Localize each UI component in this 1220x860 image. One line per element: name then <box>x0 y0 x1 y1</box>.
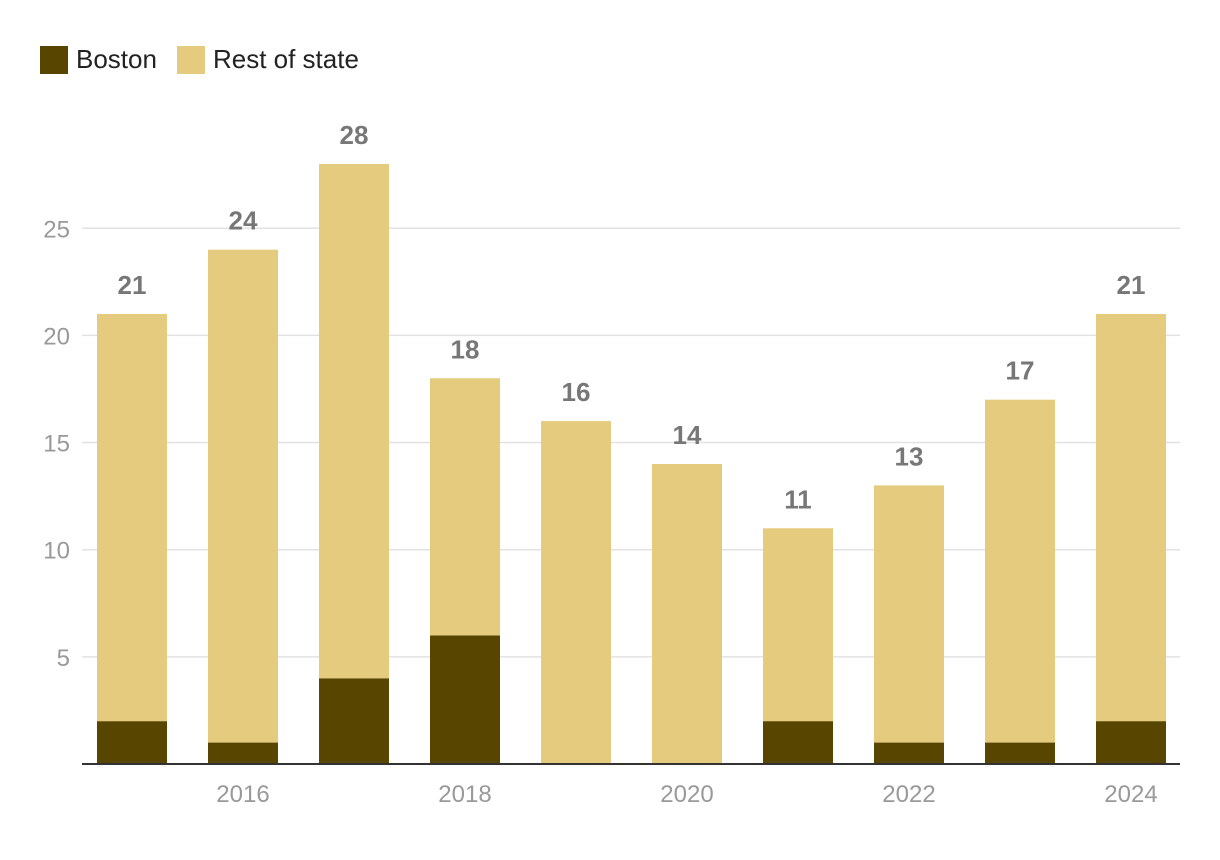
total-label-2021: 11 <box>784 484 812 514</box>
y-tick-label-20: 20 <box>43 323 70 350</box>
bar-boston-2017 <box>319 678 389 764</box>
legend-item-rest-of-state: Rest of state <box>176 44 359 75</box>
bar-boston-2018 <box>430 635 500 764</box>
legend-label-boston: Boston <box>76 44 157 74</box>
bar-rest-of-state-2018 <box>430 378 500 636</box>
total-label-2016: 24 <box>229 206 258 236</box>
total-label-2022: 13 <box>895 441 924 471</box>
x-tick-label-2018: 2018 <box>438 781 491 808</box>
y-tick-label-25: 25 <box>43 216 70 243</box>
bar-rest-of-state-2017 <box>319 163 389 679</box>
bar-rest-of-state-2021 <box>763 528 833 722</box>
y-tick-label-5: 5 <box>57 645 70 672</box>
legend-item-boston: Boston <box>40 44 157 75</box>
bar-rest-of-state-2023 <box>985 399 1055 743</box>
total-label-2018: 18 <box>451 334 480 364</box>
bar-rest-of-state-2024 <box>1096 313 1166 722</box>
bar-rest-of-state-2020 <box>652 463 722 764</box>
legend: Boston Rest of state <box>40 44 359 75</box>
bar-boston-2023 <box>985 742 1055 764</box>
bar-boston-2024 <box>1096 721 1166 764</box>
x-tick-label-2016: 2016 <box>216 781 269 808</box>
y-tick-label-10: 10 <box>43 538 70 565</box>
bar-boston-2021 <box>763 721 833 764</box>
total-label-2024: 21 <box>1117 270 1146 300</box>
legend-swatch-rest-of-state <box>176 45 205 74</box>
total-label-2023: 17 <box>1006 356 1035 386</box>
bar-rest-of-state-2022 <box>874 485 944 743</box>
x-tick-label-2020: 2020 <box>660 781 713 808</box>
bar-rest-of-state-2016 <box>208 249 278 743</box>
y-tick-label-15: 15 <box>43 431 70 458</box>
x-tick-label-2024: 2024 <box>1104 781 1157 808</box>
total-label-2015: 21 <box>118 270 147 300</box>
bar-boston-2016 <box>208 742 278 764</box>
total-label-2017: 28 <box>340 120 369 150</box>
bar-boston-2022 <box>874 742 944 764</box>
x-tick-label-2022: 2022 <box>882 781 935 808</box>
bar-boston-2015 <box>97 721 167 764</box>
legend-label-rest-of-state: Rest of state <box>212 44 359 74</box>
total-label-2019: 16 <box>562 377 591 407</box>
bar-rest-of-state-2019 <box>541 421 611 764</box>
total-label-2020: 14 <box>673 420 702 450</box>
legend-swatch-boston <box>40 45 68 74</box>
bar-rest-of-state-2015 <box>97 313 167 722</box>
